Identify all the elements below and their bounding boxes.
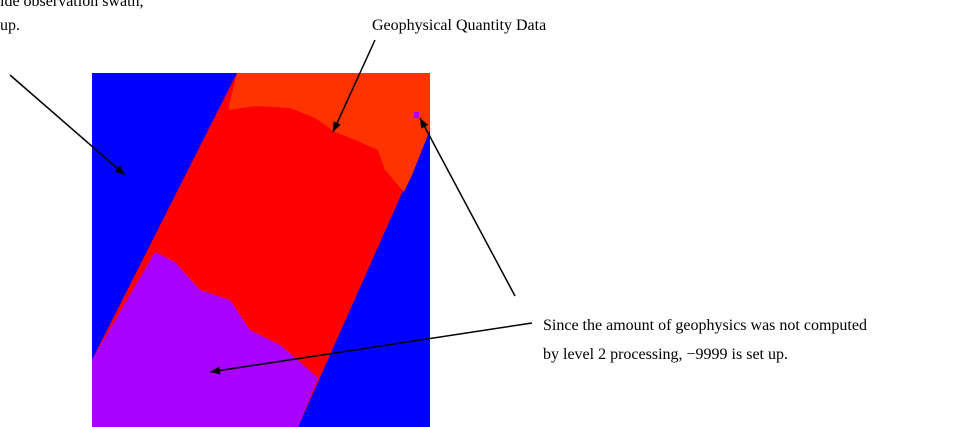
- missing-note-line: Since the amount of geophysics was not c…: [543, 317, 867, 334]
- arrow: [420, 118, 515, 296]
- swath-image: [92, 73, 430, 427]
- swath-note-line: up.: [0, 17, 20, 34]
- geophysical-label: Geophysical Quantity Data: [372, 17, 546, 34]
- diagram: ide observation swath, up. Geophysical Q…: [0, 0, 961, 427]
- missing-note-line: by level 2 processing, −9999 is set up.: [543, 346, 788, 363]
- missing-spot: [414, 112, 419, 118]
- swath-note-line: ide observation swath,: [0, 0, 144, 10]
